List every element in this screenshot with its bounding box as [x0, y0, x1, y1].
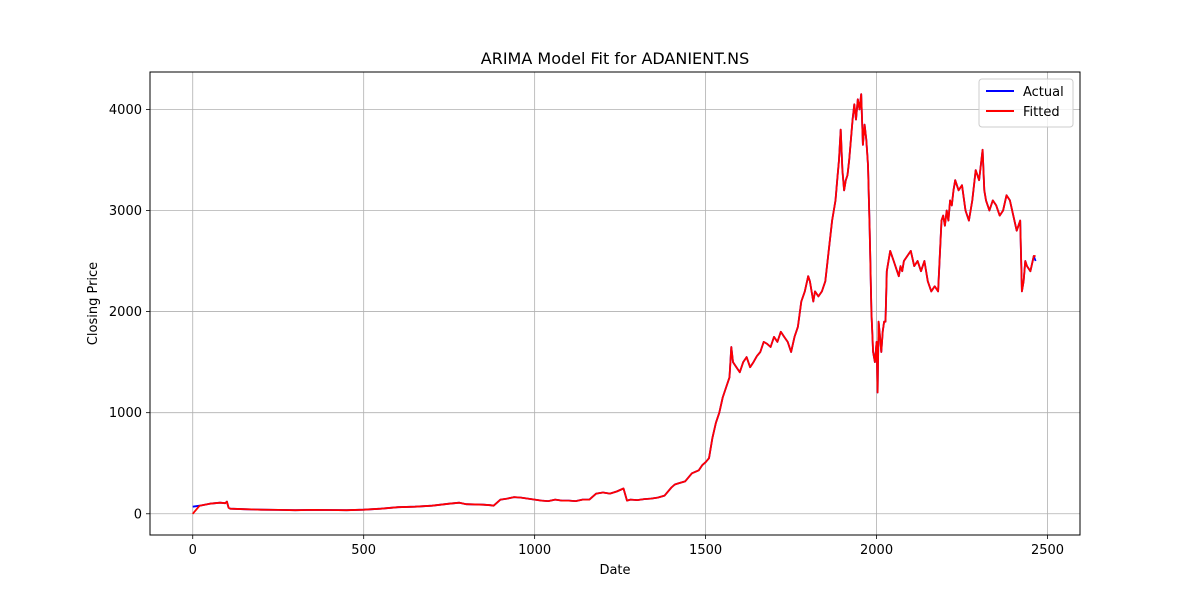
- axis-ticks: 0 500 1000 1500 2000 2500 0 1000 2000 3000 4000: [109, 103, 1064, 558]
- y-tick-label: 1000: [109, 406, 142, 421]
- chart-title: ARIMA Model Fit for ADANIENT.NS: [481, 49, 749, 68]
- y-tick-label: 3000: [109, 204, 142, 219]
- y-axis-label: Closing Price: [86, 262, 101, 345]
- plot-lines: [192, 93, 1037, 515]
- legend: Actual Fitted: [978, 78, 1074, 128]
- series-line-actual: [192, 93, 1037, 512]
- x-tick-label: 0: [189, 543, 197, 558]
- legend-label-fitted: Fitted: [1023, 105, 1060, 120]
- x-tick-label: 2000: [860, 543, 893, 558]
- x-axis-label: Date: [599, 563, 630, 578]
- grid-lines: [150, 72, 1080, 535]
- x-tick-label: 1000: [518, 543, 551, 558]
- x-tick-label: 1500: [689, 543, 722, 558]
- y-tick-label: 0: [134, 507, 142, 522]
- plot-frame: [149, 71, 1081, 536]
- legend-label-actual: Actual: [1023, 85, 1064, 100]
- y-tick-label: 2000: [109, 305, 142, 320]
- x-tick-label: 500: [351, 543, 376, 558]
- series-line-fitted: [192, 93, 1036, 515]
- y-tick-label: 4000: [109, 103, 142, 118]
- x-tick-label: 2500: [1031, 543, 1064, 558]
